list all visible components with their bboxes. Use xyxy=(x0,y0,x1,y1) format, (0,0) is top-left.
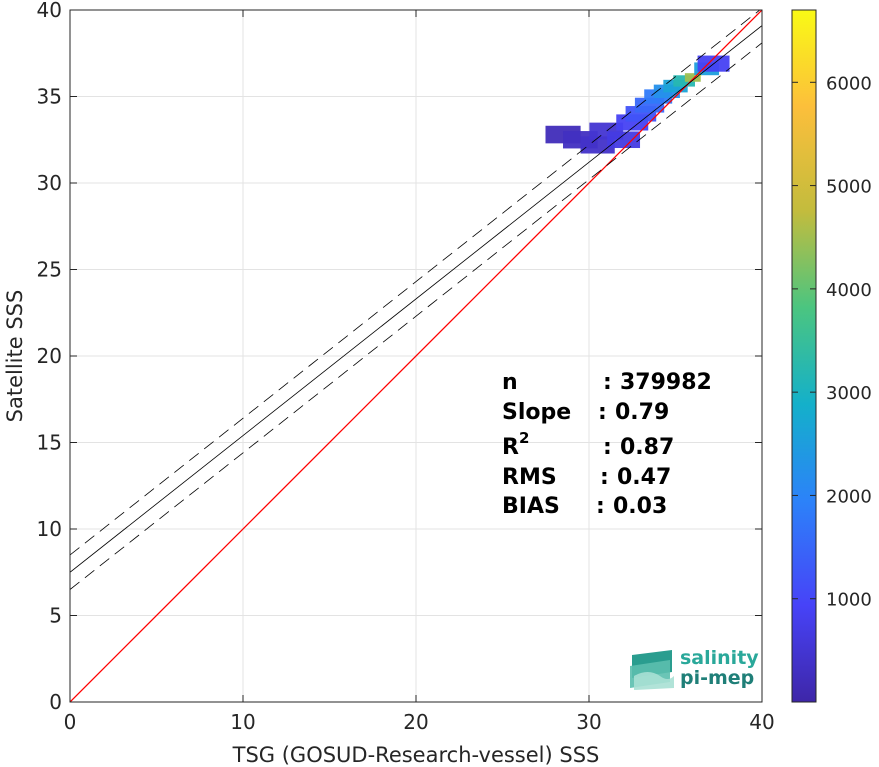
colorbar-tick-label: 4000 xyxy=(826,280,872,301)
stat-value: 0.79 xyxy=(615,400,669,425)
stat-label: n xyxy=(502,370,518,395)
y-tick-label: 30 xyxy=(37,171,62,195)
stat-label: BIAS xyxy=(502,494,560,519)
regression-line xyxy=(70,25,762,573)
y-tick-label: 35 xyxy=(37,85,62,109)
y-tick-label: 5 xyxy=(49,604,62,628)
stat-separator: : xyxy=(600,465,616,490)
salinity-pi-mep-logo: salinity pi-mep xyxy=(630,647,759,690)
statistics-box: n: 379982 Slope: 0.79 R 2: 0.87 RMS: 0.47 BIA… xyxy=(502,370,712,519)
stat-superscript: 2 xyxy=(519,429,529,447)
y-tick-label: 15 xyxy=(37,431,62,455)
colorbar-tick-label: 1000 xyxy=(826,590,872,611)
logo-line-1: salinity xyxy=(680,647,759,669)
stat-value: 379982 xyxy=(620,370,712,395)
stat-separator: : xyxy=(596,494,612,519)
y-axis-title: Satellite SSS xyxy=(3,290,27,423)
x-axis-title: TSG (GOSUD-Research-vessel) SSS xyxy=(232,743,600,767)
density-point-11 xyxy=(673,75,695,87)
density-point-4 xyxy=(607,131,641,149)
colorbar-tick-label: 5000 xyxy=(826,177,872,198)
x-axis-ticks: 0 10 20 30 40 xyxy=(64,10,775,734)
identity-line xyxy=(70,10,762,702)
y-tick-label: 25 xyxy=(37,258,62,282)
density-cloud xyxy=(545,55,730,154)
colorbar-tick-label: 2000 xyxy=(826,486,872,507)
y-tick-label: 0 xyxy=(49,690,62,714)
density-point-2 xyxy=(580,136,615,154)
x-tick-label: 20 xyxy=(403,710,428,734)
colorbar-tick-label: 6000 xyxy=(826,73,872,94)
stat-label: R xyxy=(502,435,519,460)
x-tick-label: 40 xyxy=(749,710,774,734)
logo-line-2: pi-mep xyxy=(680,667,754,689)
x-tick-label: 0 xyxy=(64,710,77,734)
x-tick-label: 10 xyxy=(230,710,255,734)
confidence-line-0 xyxy=(70,42,762,590)
y-tick-label: 10 xyxy=(37,517,62,541)
density-point-12 xyxy=(684,73,701,82)
stat-separator: : xyxy=(603,435,619,460)
stat-separator: : xyxy=(603,370,619,395)
stat-label: Slope xyxy=(502,400,571,425)
colorbar-ticks: 1000 2000 3000 4000 5000 6000 xyxy=(792,73,872,611)
x-tick-label: 30 xyxy=(576,710,601,734)
stat-value: 0.87 xyxy=(620,435,674,460)
stat-separator: : xyxy=(598,400,614,425)
y-tick-label: 20 xyxy=(37,344,62,368)
fit-lines xyxy=(70,10,762,702)
stat-value: 0.03 xyxy=(613,494,667,519)
stat-label: RMS xyxy=(502,465,557,490)
colorbar-tick-label: 3000 xyxy=(826,383,872,404)
logo-wave-icon xyxy=(630,650,674,690)
colorbar: 1000 2000 3000 4000 5000 6000 xyxy=(791,9,872,703)
y-tick-label: 40 xyxy=(37,0,62,22)
y-axis-ticks: 0 5 10 15 20 25 30 35 40 xyxy=(37,0,762,714)
stat-value: 0.47 xyxy=(617,465,671,490)
colorbar-gradient xyxy=(791,9,817,703)
confidence-line-1 xyxy=(70,10,761,556)
